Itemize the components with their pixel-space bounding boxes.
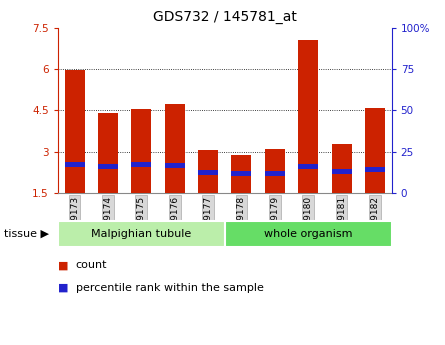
Bar	[98, 165, 118, 169]
Bar	[298, 40, 318, 193]
Bar	[65, 162, 85, 167]
Bar	[131, 162, 151, 167]
Bar	[332, 169, 352, 174]
Bar	[231, 171, 251, 176]
Bar	[165, 163, 185, 168]
Bar	[298, 165, 318, 169]
Bar	[98, 113, 118, 193]
Text: Malpighian tubule: Malpighian tubule	[91, 229, 191, 239]
Bar	[265, 149, 285, 193]
Title: GDS732 / 145781_at: GDS732 / 145781_at	[153, 10, 297, 24]
Bar	[365, 108, 385, 193]
Bar	[265, 171, 285, 176]
Text: count: count	[76, 260, 107, 270]
Text: tissue ▶: tissue ▶	[4, 229, 49, 239]
Bar	[131, 109, 151, 193]
Text: whole organism: whole organism	[264, 229, 352, 239]
Bar	[65, 70, 85, 193]
Text: ■: ■	[58, 283, 69, 293]
Text: percentile rank within the sample: percentile rank within the sample	[76, 283, 263, 293]
Bar	[332, 144, 352, 193]
Bar	[165, 104, 185, 193]
Bar	[231, 155, 251, 193]
Text: ■: ■	[58, 260, 69, 270]
Bar	[365, 167, 385, 172]
Bar	[198, 170, 218, 175]
Bar	[198, 150, 218, 193]
